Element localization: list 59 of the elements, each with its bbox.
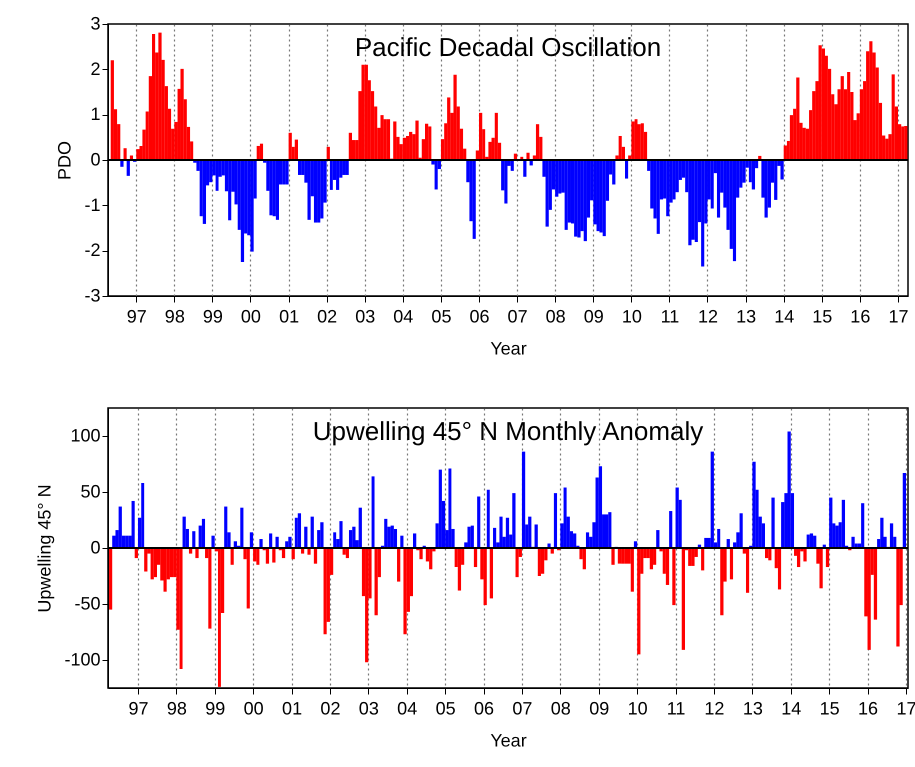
y-tick-label: -3 [84,286,100,306]
x-axis-title: Year [490,730,527,750]
x-tick-label: 08 [546,306,566,326]
y-tick-label: -2 [84,240,100,260]
x-tick-label: 99 [202,306,223,326]
x-tick-label: 16 [858,698,878,718]
x-tick-label: 15 [812,306,832,326]
y-tick-label: 1 [90,104,100,124]
chart-title: Pacific Decadal Oscillation [354,32,662,62]
y-tick-label: 3 [90,14,100,34]
x-axis-title: Year [490,338,527,358]
y-tick-label: 2 [90,58,100,79]
y-tick-label: -50 [74,594,100,614]
x-tick-label: 17 [888,306,909,326]
x-tick-label: 04 [393,306,414,326]
x-tick-label: 01 [282,698,302,718]
x-tick-label: 01 [279,306,300,326]
x-tick-label: 15 [820,698,840,718]
x-tick-label: 08 [550,698,571,718]
x-tick-label: 16 [850,306,870,326]
x-tick-label: 13 [736,306,756,326]
x-tick-label: 05 [436,698,456,718]
chart-title: Upwelling 45° N Monthly Anomaly [312,416,704,446]
x-tick-label: 98 [166,698,187,718]
x-tick-label: 05 [431,306,452,326]
y-tick-label: 50 [80,482,100,502]
x-tick-label: 97 [128,698,148,718]
y-tick-label: -1 [84,194,100,215]
x-tick-label: 13 [742,698,763,718]
x-tick-label: 12 [704,698,724,718]
x-tick-label: 09 [589,698,610,718]
x-tick-label: 11 [666,698,686,718]
x-tick-label: 14 [781,698,802,718]
y-tick-label: -100 [64,650,100,670]
y-tick-label: 0 [90,150,100,170]
x-tick-label: 06 [474,698,494,718]
x-tick-label: 07 [508,306,528,326]
x-tick-label: 03 [355,306,376,326]
x-tick-label: 07 [512,698,532,718]
x-tick-label: 00 [244,698,264,718]
x-tick-label: 04 [397,698,418,718]
x-tick-label: 03 [358,698,379,718]
x-tick-label: 99 [205,698,226,718]
y-tick-label: 100 [70,426,100,446]
x-tick-label: 12 [698,306,718,326]
x-tick-label: 06 [469,306,490,326]
x-tick-label: 02 [320,698,340,718]
x-tick-label: 10 [622,306,642,326]
x-tick-label: 14 [774,306,794,326]
x-tick-label: 97 [126,306,147,326]
x-tick-label: 02 [317,306,338,326]
x-tick-label: 10 [628,698,648,718]
x-tick-label: 09 [584,306,604,326]
y-tick-label: 0 [90,538,100,558]
y-axis-title: Upwelling 45° N [34,484,54,613]
x-tick-label: 11 [660,306,680,326]
x-tick-label: 98 [164,306,185,326]
y-axis-title: PDO [54,140,74,180]
x-tick-label: 00 [240,306,261,326]
